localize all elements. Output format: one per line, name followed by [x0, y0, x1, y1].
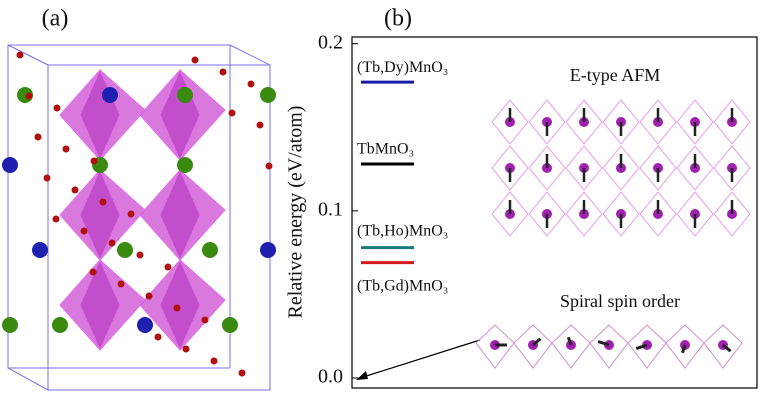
octahedron-outline — [565, 145, 603, 191]
inset-label: Spiral spin order — [560, 291, 680, 311]
atom — [228, 109, 236, 117]
octahedron-outline — [491, 145, 529, 191]
octahedron-outline — [703, 324, 743, 369]
octahedron-outline — [713, 145, 751, 191]
crystal-structure — [2, 44, 276, 391]
octahedron-outline — [491, 99, 529, 145]
atom — [34, 133, 42, 141]
atom — [80, 227, 88, 235]
atom — [62, 145, 70, 153]
octahedron-outline — [676, 99, 714, 145]
spin — [635, 343, 648, 350]
octahedron-outline — [528, 99, 566, 145]
y-tick-label: 0.2 — [318, 31, 343, 53]
atom — [43, 174, 51, 182]
atom — [136, 251, 144, 259]
atom — [108, 239, 116, 247]
octahedron-outline — [602, 99, 640, 145]
octahedron-outline — [639, 145, 677, 191]
level-label: (Tb,Ho)MnO₃ — [357, 222, 448, 239]
atom — [137, 317, 153, 333]
octahedron-outline — [627, 324, 667, 369]
atom — [177, 87, 193, 103]
octahedron-outline — [589, 324, 629, 369]
atom — [145, 292, 153, 300]
atom — [173, 304, 181, 312]
atom — [99, 198, 107, 206]
cell-edge — [7, 44, 49, 66]
atom — [154, 333, 162, 341]
cell-outline — [7, 44, 271, 391]
atom — [89, 268, 97, 276]
atom — [202, 242, 218, 258]
atom — [219, 68, 227, 76]
atom — [71, 186, 79, 194]
inset-label: E-type AFM — [570, 65, 661, 85]
atom — [210, 357, 218, 365]
octahedron — [79, 258, 121, 352]
octahedron-outline — [665, 324, 705, 369]
atom — [201, 316, 209, 324]
arrow-head — [356, 371, 368, 380]
atom — [2, 317, 18, 333]
atom — [52, 215, 60, 223]
atom — [117, 280, 125, 288]
level-label: TbMnO₃ — [357, 141, 414, 158]
atom — [25, 92, 33, 100]
atom — [238, 369, 246, 377]
spin — [722, 343, 732, 353]
octahedron-outline — [602, 145, 640, 191]
level-label: (Tb,Dy)MnO₃ — [357, 59, 448, 76]
y-tick-label: 0.0 — [318, 366, 343, 388]
atom — [164, 263, 172, 271]
atom — [265, 162, 273, 170]
atom — [256, 121, 264, 129]
spin — [681, 344, 687, 354]
atom — [191, 56, 199, 64]
y-tick-label: 0.1 — [318, 198, 343, 220]
spin — [532, 337, 542, 347]
atom — [102, 87, 118, 103]
atom — [53, 104, 61, 112]
octahedron-outline — [713, 191, 751, 237]
atom — [260, 242, 276, 258]
atom — [182, 345, 190, 353]
atom — [2, 157, 18, 173]
octahedron-outline — [639, 99, 677, 145]
octahedron-outline — [676, 145, 714, 191]
atom — [117, 242, 133, 258]
atom — [16, 51, 24, 59]
octahedron-outline — [528, 145, 566, 191]
atom — [90, 157, 98, 165]
octahedron-outline — [565, 99, 603, 145]
octahedron-outline — [676, 191, 714, 237]
atom — [222, 317, 238, 333]
atom — [260, 87, 276, 103]
atom — [177, 157, 193, 173]
octahedron — [159, 258, 201, 352]
atom — [52, 317, 68, 333]
panel-label: (a) — [42, 6, 69, 32]
octahedron-outline — [551, 324, 591, 369]
arrow — [359, 339, 481, 379]
octahedron-outline — [602, 191, 640, 237]
level-label: (Tb,Gd)MnO₃ — [357, 277, 448, 294]
octahedron-outline — [475, 324, 515, 369]
octahedron-outline — [491, 191, 529, 237]
octahedron-outline — [565, 191, 603, 237]
octahedron-outline — [639, 191, 677, 237]
plot-frame — [351, 36, 758, 389]
spin — [566, 336, 573, 346]
atom — [247, 80, 255, 88]
y-axis-label: Relative energy (eV/atom) — [285, 106, 307, 319]
octahedron-outline — [513, 324, 553, 369]
atom — [32, 242, 48, 258]
atom — [127, 210, 135, 218]
panel-label: (b) — [384, 6, 412, 32]
octahedron-outline — [713, 99, 751, 145]
octahedron-outline — [528, 191, 566, 237]
spin — [597, 340, 610, 347]
